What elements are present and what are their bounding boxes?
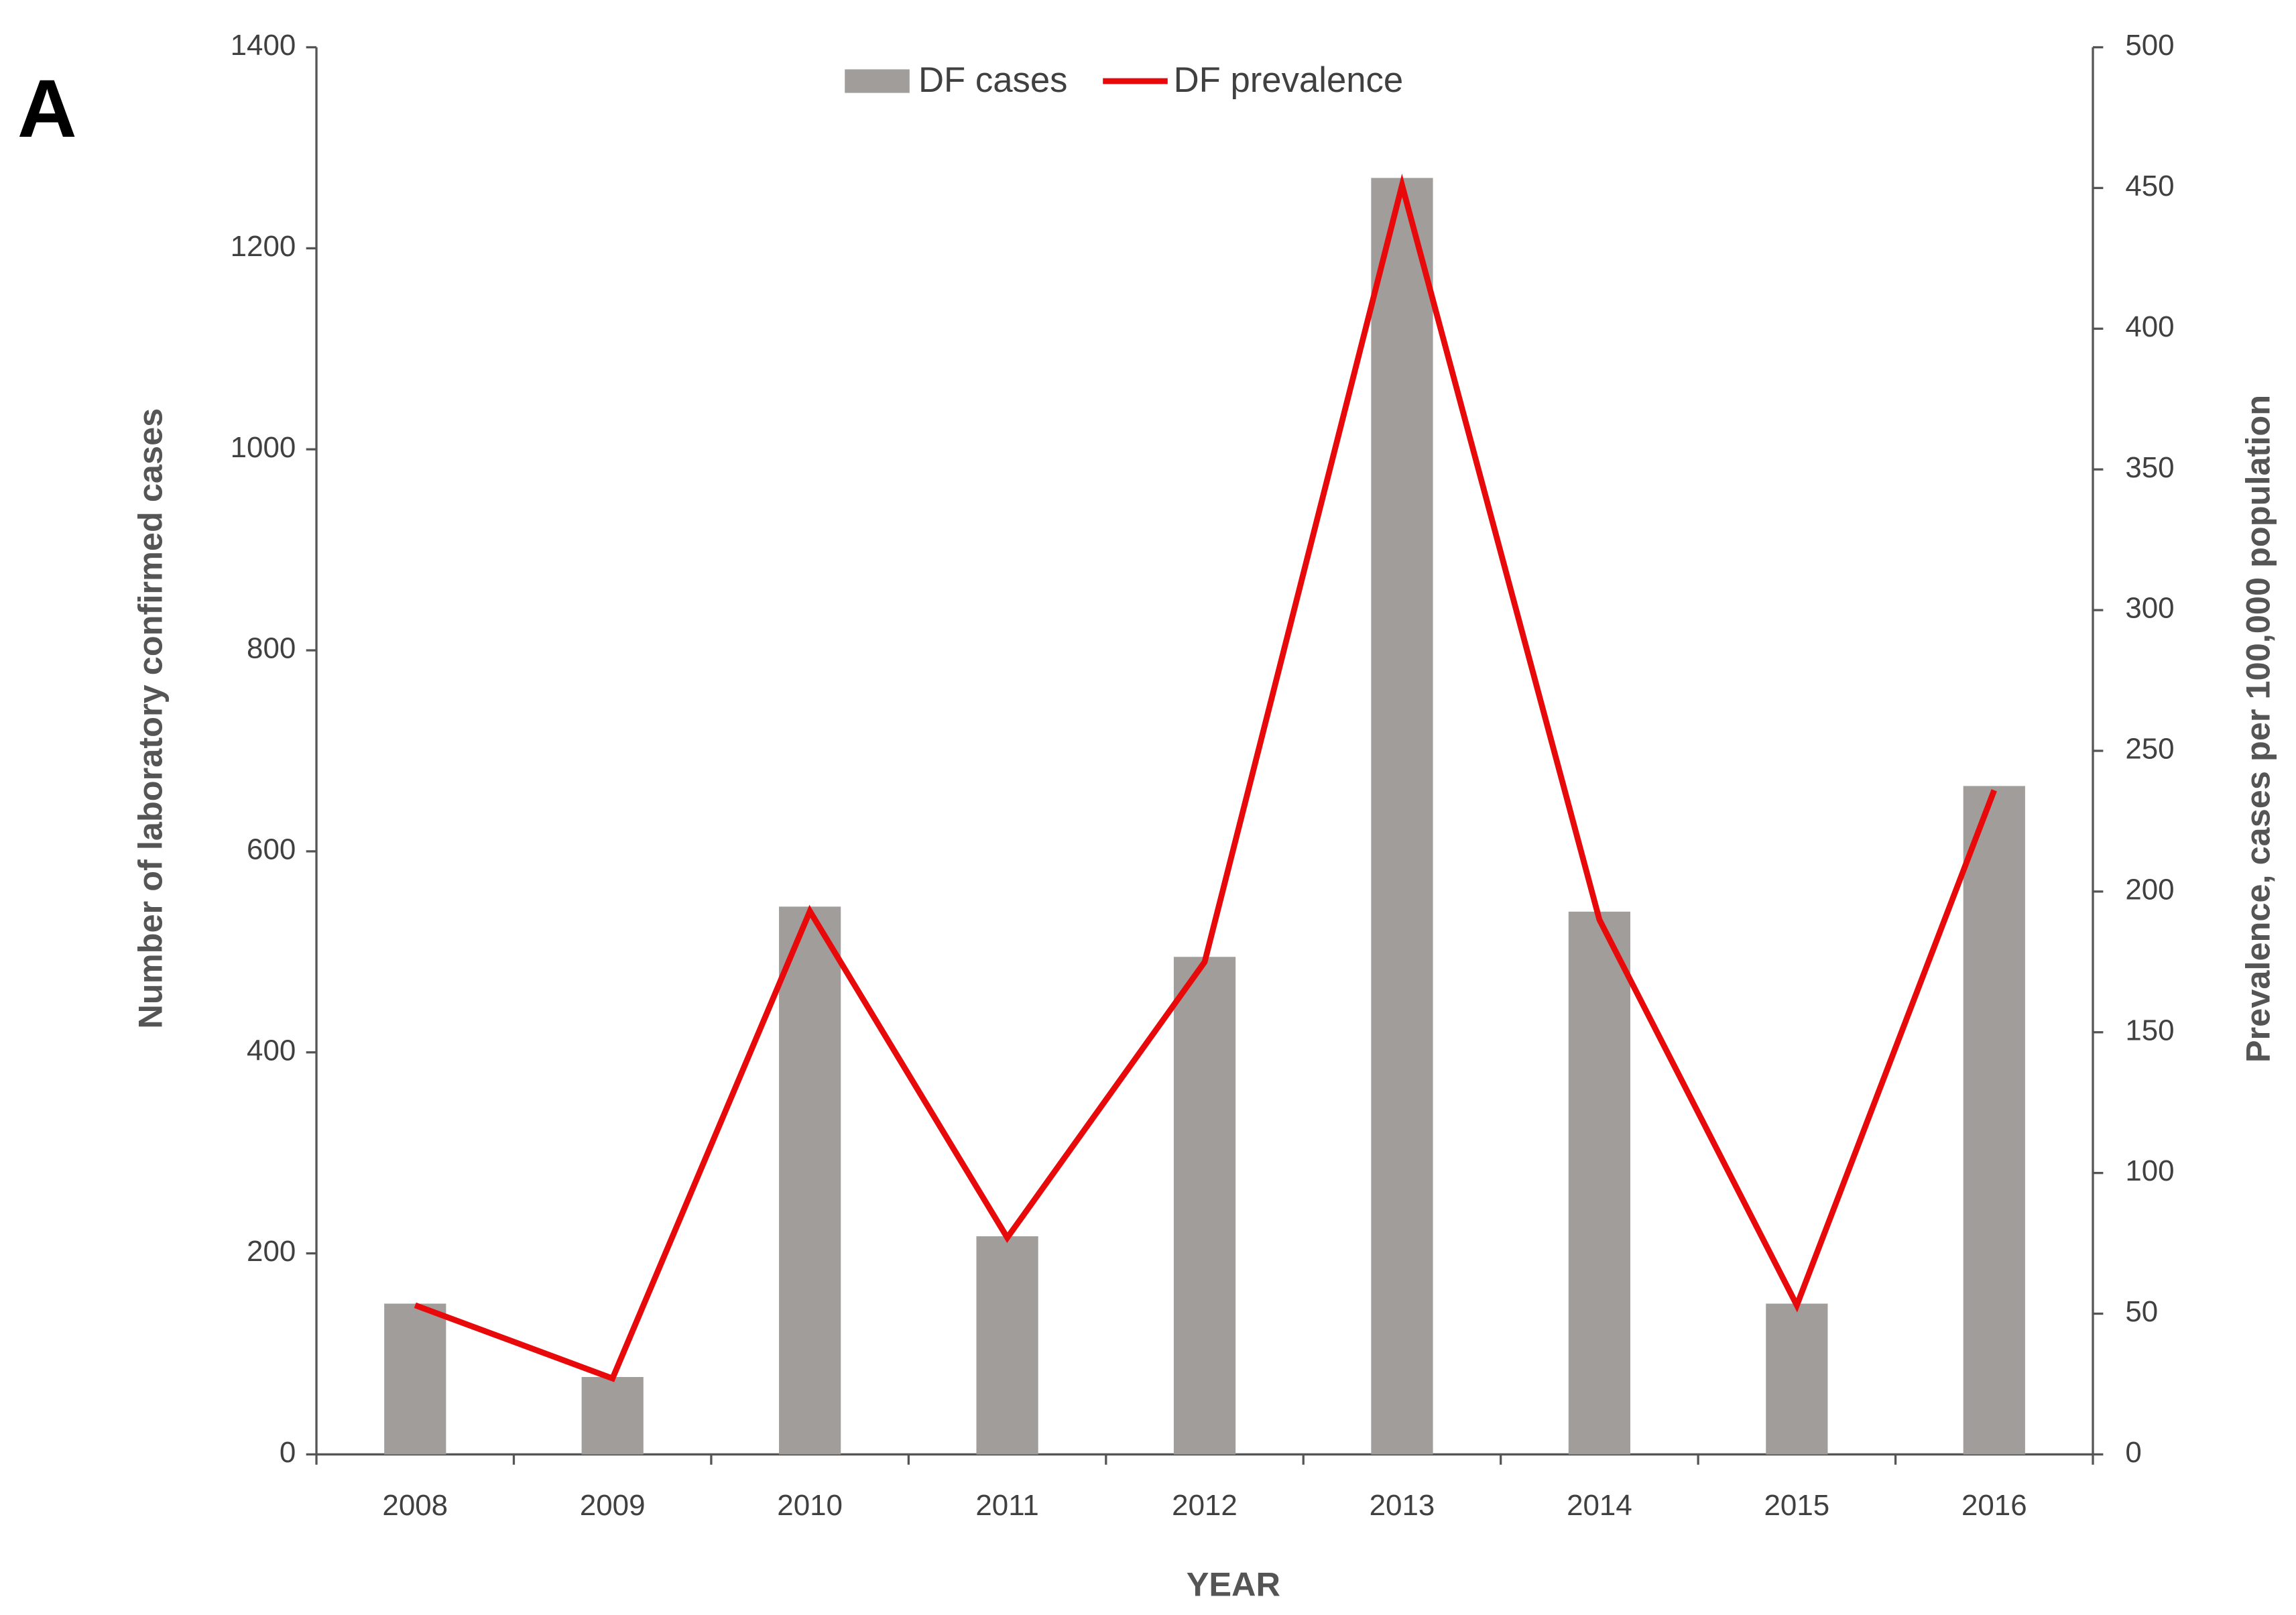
y-tick-label: 1200 [231,230,296,263]
line [414,173,1997,1382]
y2-tick-label: 300 [2125,592,2174,625]
y-tick-label: 0 [280,1436,296,1469]
y-tick-label: 600 [247,833,296,865]
legend-swatch [845,69,910,93]
x-axis-title: YEAR [1187,1565,1280,1603]
x-tick-label: 2008 [382,1489,448,1522]
y2-tick-label: 100 [2125,1154,2174,1187]
y-tick-label: 400 [247,1034,296,1067]
y2-axis-title: Prevalence, cases per 100,000 population [2239,395,2277,1063]
bar [779,906,841,1455]
bar [581,1376,644,1455]
bar [976,1236,1038,1455]
y2-tick-label: 250 [2125,733,2174,766]
y-tick-label: 800 [247,632,296,665]
x-tick-label: 2014 [1567,1489,1632,1522]
bar [1766,1303,1828,1455]
y-tick-label: 1000 [231,431,296,464]
legend-label: DF cases [918,60,1068,100]
bar [1371,178,1433,1455]
bar [1173,957,1236,1455]
y-tick-label: 200 [247,1235,296,1268]
y2-tick-label: 0 [2125,1436,2141,1469]
bar [1963,786,2025,1455]
x-tick-label: 2013 [1370,1489,1435,1522]
x-tick-label: 2012 [1172,1489,1237,1522]
panel-label: A [17,63,77,155]
y2-tick-label: 350 [2125,451,2174,484]
x-tick-label: 2011 [975,1489,1038,1522]
x-tick-label: 2010 [777,1489,843,1522]
y-tick-label: 1400 [231,29,296,62]
y2-tick-label: 200 [2125,873,2174,906]
x-tick-label: 2016 [1961,1489,2027,1522]
y-axis-title: Number of laboratory confirmed cases [131,408,170,1029]
y2-tick-label: 150 [2125,1014,2174,1046]
y2-tick-label: 450 [2125,170,2174,202]
bar [384,1303,446,1455]
legend-label: DF prevalence [1174,60,1404,100]
y2-tick-label: 400 [2125,310,2174,343]
x-tick-label: 2009 [580,1489,646,1522]
y2-tick-label: 500 [2125,29,2174,62]
bar [1568,911,1631,1455]
y2-tick-label: 50 [2125,1295,2158,1328]
x-tick-label: 2015 [1764,1489,1830,1522]
